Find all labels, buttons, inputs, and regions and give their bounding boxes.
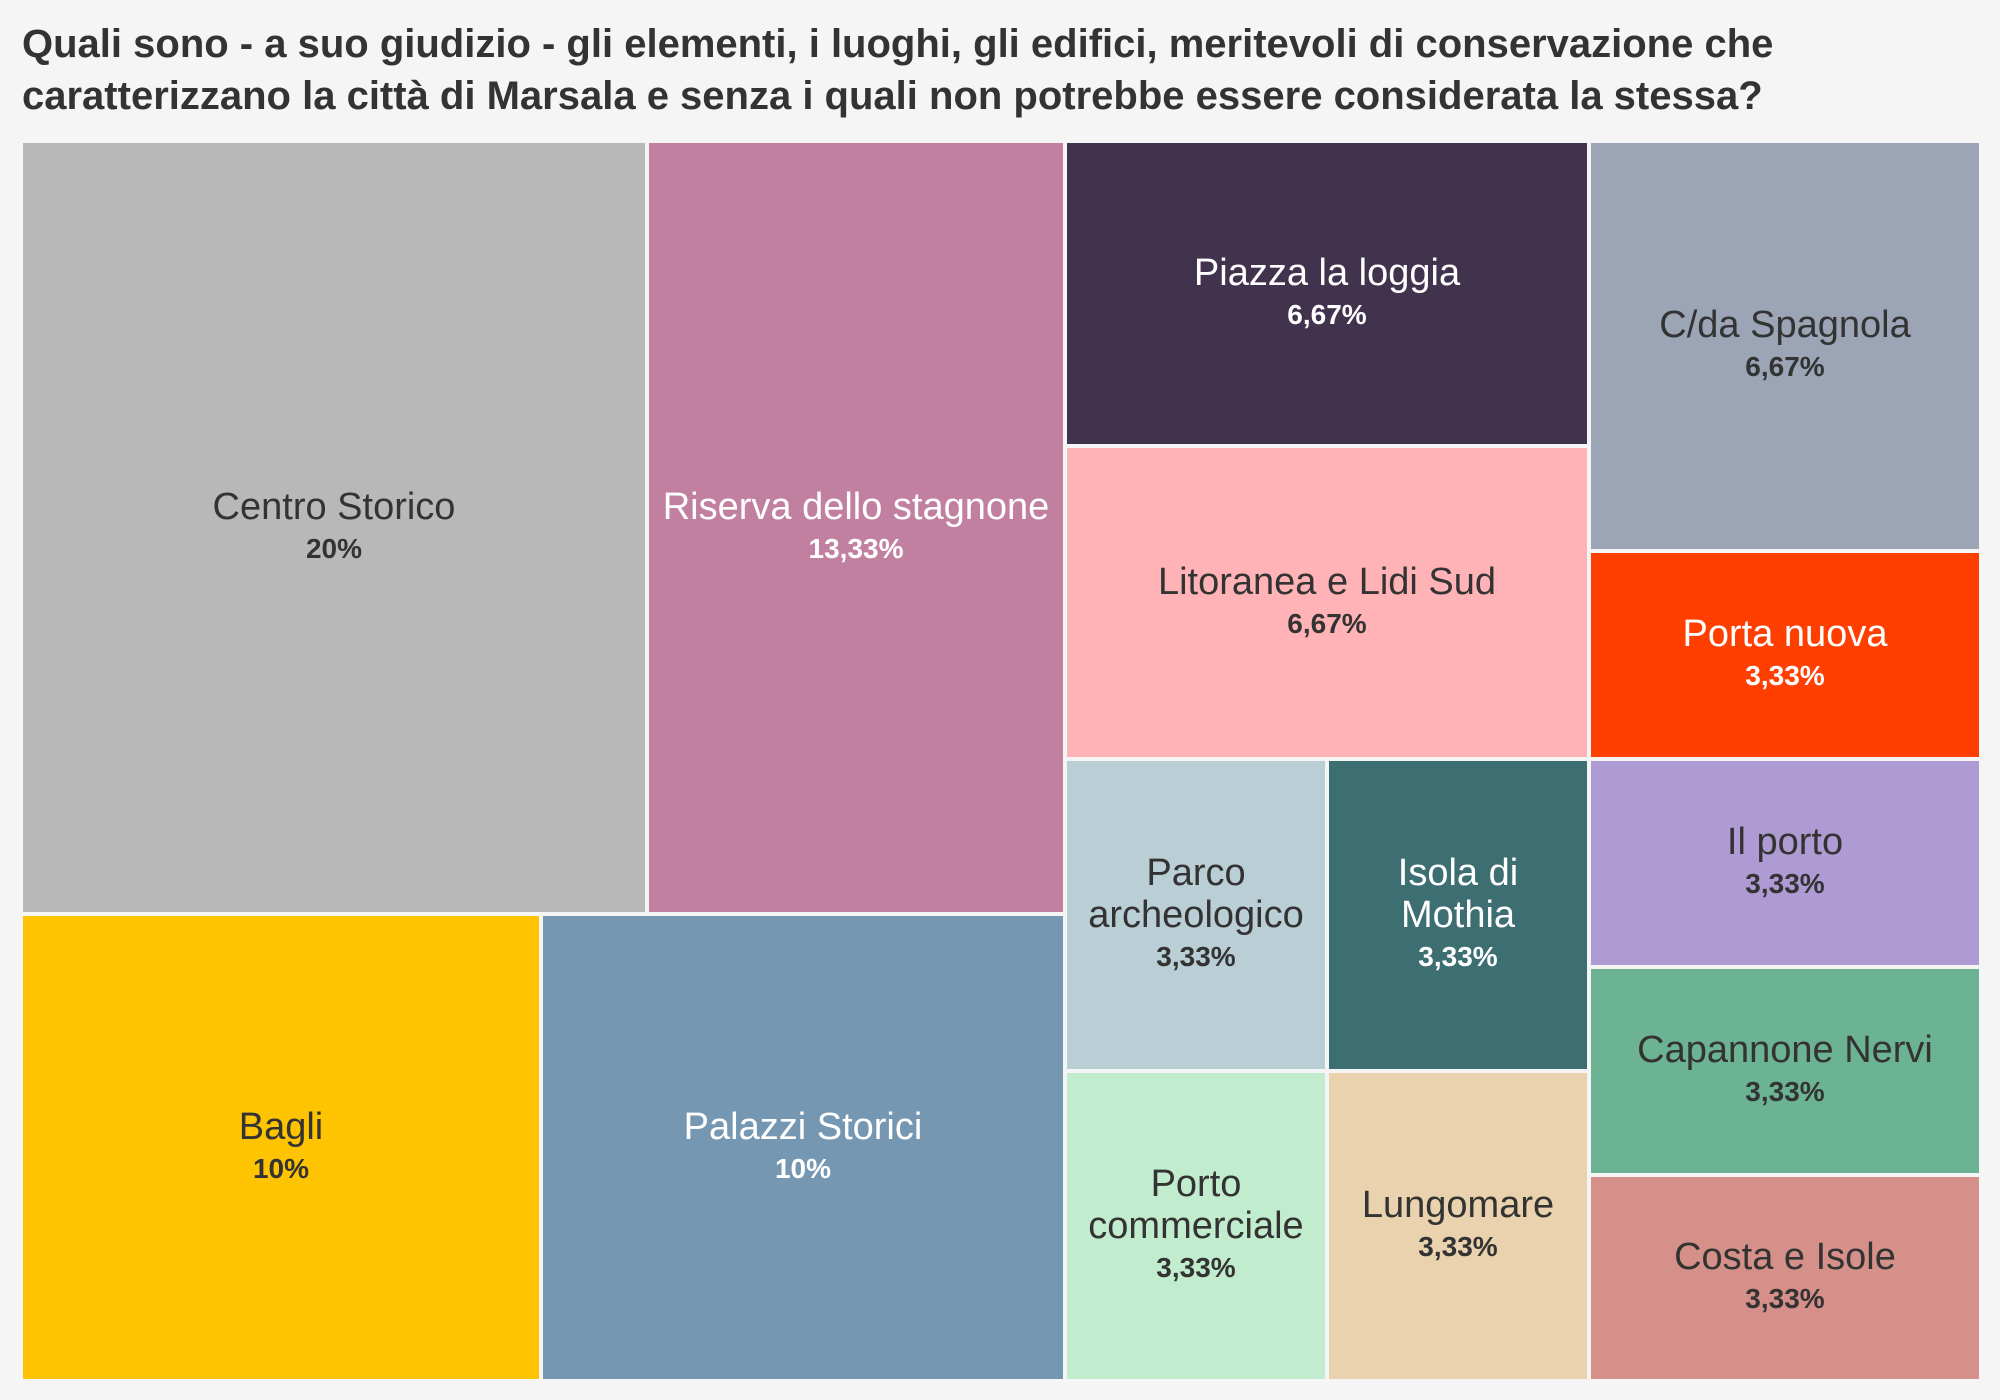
- treemap-cell-value: 3,33%: [1745, 1076, 1825, 1107]
- treemap-cell-palazzi-storici: Palazzi Storici 10%: [541, 914, 1065, 1381]
- treemap-cell-value: 3,33%: [1745, 660, 1825, 691]
- treemap-cell-value: 13,33%: [808, 532, 904, 564]
- treemap-cell-value: 3,33%: [1418, 941, 1498, 972]
- treemap-cell-piazza-la-loggia: Piazza la loggia 6,67%: [1065, 141, 1589, 446]
- treemap-cell-value: 3,33%: [1156, 1252, 1236, 1283]
- treemap-cell-value: 6,67%: [1287, 298, 1367, 330]
- treemap-cell-label: C/da Spagnola: [1659, 304, 1911, 346]
- treemap-cell-value: 6,67%: [1287, 607, 1367, 639]
- treemap-cell-litoranea-e-lidi-sud: Litoranea e Lidi Sud 6,67%: [1065, 446, 1589, 759]
- treemap-cell-bagli: Bagli 10%: [21, 914, 541, 1381]
- treemap: Centro Storico 20% Riserva dello stagnone 1…: [21, 141, 1981, 1381]
- treemap-cell-lungomare: Lungomare 3,33%: [1327, 1071, 1589, 1381]
- treemap-cell-value: 3,33%: [1745, 1283, 1825, 1314]
- treemap-cell-label: Piazza la loggia: [1193, 251, 1461, 294]
- treemap-cell-label: Lungomare: [1361, 1184, 1555, 1226]
- treemap-cell-label: Riserva dello stagnone: [662, 485, 1050, 528]
- treemap-cell-label: Costa e Isole: [1674, 1236, 1896, 1278]
- treemap-cell-label: Bagli: [238, 1105, 324, 1148]
- treemap-cell-value: 3,33%: [1745, 868, 1825, 899]
- treemap-cell-label: Parco archeologico: [1088, 852, 1304, 936]
- treemap-cell-riserva-dello-stagnone: Riserva dello stagnone 13,33%: [647, 141, 1065, 914]
- treemap-cell-porto-commerciale: Porto commerciale 3,33%: [1065, 1071, 1327, 1381]
- treemap-cell-capannone-nervi: Capannone Nervi 3,33%: [1589, 967, 1981, 1175]
- treemap-cell-label: Porta nuova: [1682, 613, 1888, 655]
- treemap-cell-value: 20%: [305, 532, 363, 564]
- treemap-cell-parco-archeologico: Parco archeologico 3,33%: [1065, 759, 1327, 1071]
- treemap-cell-value: 10%: [774, 1152, 832, 1184]
- treemap-cell-label: Centro Storico: [212, 485, 456, 528]
- treemap-cell-label: Il porto: [1726, 821, 1844, 863]
- treemap-cell-value: 3,33%: [1156, 941, 1236, 972]
- treemap-cell-label: Isola di Mothia: [1397, 852, 1519, 936]
- treemap-cell-il-porto: Il porto 3,33%: [1589, 759, 1981, 967]
- treemap-cell-isola-di-mothia: Isola di Mothia 3,33%: [1327, 759, 1589, 1071]
- treemap-cell-label: Capannone Nervi: [1637, 1029, 1933, 1071]
- treemap-cell-label: Palazzi Storici: [683, 1105, 923, 1148]
- treemap-cell-value: 10%: [252, 1152, 310, 1184]
- treemap-cell-value: 6,67%: [1745, 351, 1825, 382]
- treemap-cell-value: 3,33%: [1418, 1231, 1498, 1262]
- treemap-cell-centro-storico: Centro Storico 20%: [21, 141, 647, 914]
- treemap-cell-costa-e-isole: Costa e Isole 3,33%: [1589, 1175, 1981, 1381]
- treemap-cell-c-da-spagnola: C/da Spagnola 6,67%: [1589, 141, 1981, 551]
- chart-title: Quali sono - a suo giudizio - gli elemen…: [22, 22, 1774, 118]
- treemap-cell-label: Porto commerciale: [1088, 1163, 1304, 1247]
- treemap-cell-porta-nuova: Porta nuova 3,33%: [1589, 551, 1981, 759]
- treemap-cell-label: Litoranea e Lidi Sud: [1157, 560, 1497, 603]
